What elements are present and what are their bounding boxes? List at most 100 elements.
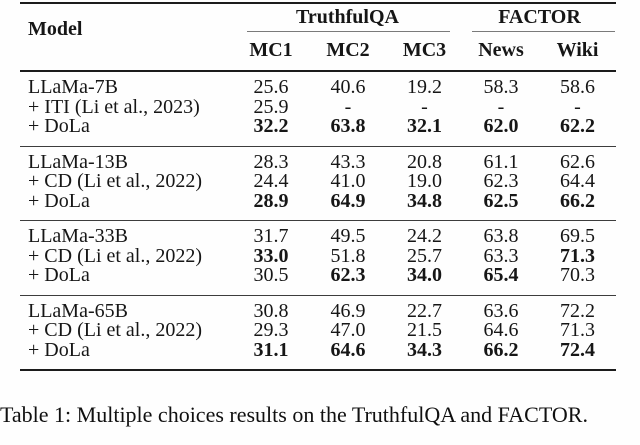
cell-value: 62.6 xyxy=(560,150,595,173)
column-header-news: News xyxy=(478,39,524,61)
cell-value: - xyxy=(421,95,428,118)
table-caption: Table 1: Multiple choices results on the… xyxy=(0,402,588,427)
group-divider-rule xyxy=(20,220,616,221)
cell-value: - xyxy=(574,95,581,118)
row-label: + DoLa xyxy=(28,115,90,137)
cell-value: 28.3 xyxy=(253,150,289,173)
table-row-group: LLaMa-33B 31.7 49.5 24.2 63.8 69.5 + CD … xyxy=(20,221,616,295)
cell-value: 31.1 xyxy=(253,338,289,361)
cell-value: 40.6 xyxy=(330,76,366,98)
cell-value: 70.3 xyxy=(560,264,595,286)
cell-value: 64.4 xyxy=(560,170,595,192)
row-label: + DoLa xyxy=(28,338,90,361)
row-label: LLaMa-65B xyxy=(28,299,128,322)
table-row: LLaMa-7B 25.6 40.6 19.2 58.3 58.6 xyxy=(20,76,616,98)
cell-value: 32.1 xyxy=(407,115,442,137)
cell-value: 64.9 xyxy=(330,189,366,212)
cell-value: 71.3 xyxy=(560,319,595,341)
table-row: + CD (Li et al., 2022) 29.3 47.0 21.5 64… xyxy=(20,319,616,341)
cell-value: 34.8 xyxy=(407,189,442,212)
row-label: + CD (Li et al., 2022) xyxy=(28,244,203,267)
table-row-group: LLaMa-7B 25.6 40.6 19.2 58.3 58.6 + ITI … xyxy=(20,72,616,146)
cell-value: 30.8 xyxy=(253,299,289,322)
cell-value: 28.9 xyxy=(253,189,289,212)
table-header: Model TruthfulQA FACTOR MC1 MC2 MC3 News… xyxy=(20,4,616,70)
cell-value: 25.6 xyxy=(253,76,289,98)
table-body: LLaMa-7B 25.6 40.6 19.2 58.3 58.6 + ITI … xyxy=(20,72,616,369)
table-bottom-rule xyxy=(20,369,616,371)
row-label: + CD (Li et al., 2022) xyxy=(28,319,203,341)
table-row: + DoLa 31.1 64.6 34.3 66.2 72.4 xyxy=(20,338,616,361)
column-group-truthfulqa: TruthfulQA xyxy=(296,6,399,28)
cell-value: 25.9 xyxy=(253,95,289,118)
cell-value: 63.3 xyxy=(483,244,519,267)
table-row: + DoLa 28.9 64.9 34.8 62.5 66.2 xyxy=(20,189,616,212)
cell-value: 43.3 xyxy=(330,150,366,173)
table-row: LLaMa-33B 31.7 49.5 24.2 63.8 69.5 xyxy=(20,225,616,247)
cell-value: 69.5 xyxy=(560,225,595,247)
cell-value: 25.7 xyxy=(407,244,442,267)
row-label: + DoLa xyxy=(28,264,90,286)
row-label: + DoLa xyxy=(28,189,90,212)
cell-value: 72.2 xyxy=(560,299,595,322)
group-divider-rule xyxy=(20,145,616,147)
cell-value: 66.2 xyxy=(483,338,519,361)
cell-value: 46.9 xyxy=(330,299,366,322)
cell-value: 30.5 xyxy=(253,264,289,286)
row-label: LLaMa-7B xyxy=(28,76,118,98)
cell-value: 19.0 xyxy=(407,170,442,192)
cell-value: 21.5 xyxy=(407,319,442,341)
truthfulqa-underline-rule xyxy=(247,31,450,32)
factor-underline-rule xyxy=(472,31,615,32)
cell-value: 62.3 xyxy=(483,170,519,192)
group-divider-rule xyxy=(20,294,616,296)
column-header-model: Model xyxy=(28,18,83,40)
column-header-wiki: Wiki xyxy=(556,39,599,61)
cell-value: 66.2 xyxy=(560,189,595,212)
cell-value: 47.0 xyxy=(330,319,366,341)
table-row-group: LLaMa-65B 30.8 46.9 22.7 63.6 72.2 + CD … xyxy=(20,296,616,370)
cell-value: - xyxy=(497,95,505,118)
cell-value: 62.3 xyxy=(330,264,366,286)
cell-value: 49.5 xyxy=(330,225,366,247)
cell-value: 31.7 xyxy=(253,225,289,247)
cell-value: 62.2 xyxy=(560,115,595,137)
cell-value: 29.3 xyxy=(253,319,289,341)
table-row: LLaMa-13B 28.3 43.3 20.8 61.1 62.6 xyxy=(20,150,616,173)
column-group-factor: FACTOR xyxy=(498,6,581,28)
cell-value: 63.8 xyxy=(483,225,519,247)
cell-value: 34.3 xyxy=(407,338,442,361)
cell-value: 24.4 xyxy=(253,170,289,192)
column-header-mc1: MC1 xyxy=(249,39,293,61)
cell-value: 34.0 xyxy=(407,264,442,286)
cell-value: 64.6 xyxy=(483,319,519,341)
table-row: + DoLa 32.2 63.8 32.1 62.0 62.2 xyxy=(20,115,616,137)
cell-value: 58.3 xyxy=(483,76,519,98)
cell-value: 62.5 xyxy=(483,189,519,212)
cell-value: 33.0 xyxy=(253,244,289,267)
table-top-rule xyxy=(20,2,616,4)
row-label: + CD (Li et al., 2022) xyxy=(28,170,203,192)
column-header-mc3: MC3 xyxy=(402,39,447,61)
column-header-mc2: MC2 xyxy=(326,39,370,61)
cell-value: 62.0 xyxy=(483,115,519,137)
table-row: + ITI (Li et al., 2023) 25.9 - - - - xyxy=(20,95,616,118)
cell-value: 71.3 xyxy=(560,244,595,267)
cell-value: 41.0 xyxy=(330,170,366,192)
cell-value: 20.8 xyxy=(407,150,442,173)
cell-value: 51.8 xyxy=(330,244,366,267)
cell-value: 64.6 xyxy=(330,338,366,361)
cell-value: 58.6 xyxy=(560,76,595,98)
cell-value: 63.8 xyxy=(330,115,366,137)
cell-value: 19.2 xyxy=(407,76,442,98)
cell-value: 63.6 xyxy=(483,299,519,322)
cell-value: 72.4 xyxy=(560,338,595,361)
cell-value: 22.7 xyxy=(407,299,442,322)
row-label: LLaMa-13B xyxy=(28,150,128,173)
cell-value: - xyxy=(344,95,352,118)
table-row-group: LLaMa-13B 28.3 43.3 20.8 61.1 62.6 + CD … xyxy=(20,147,616,221)
table-row: + DoLa 30.5 62.3 34.0 65.4 70.3 xyxy=(20,264,616,286)
cell-value: 32.2 xyxy=(253,115,289,137)
cell-value: 65.4 xyxy=(483,264,519,286)
cell-value: 24.2 xyxy=(407,225,442,247)
